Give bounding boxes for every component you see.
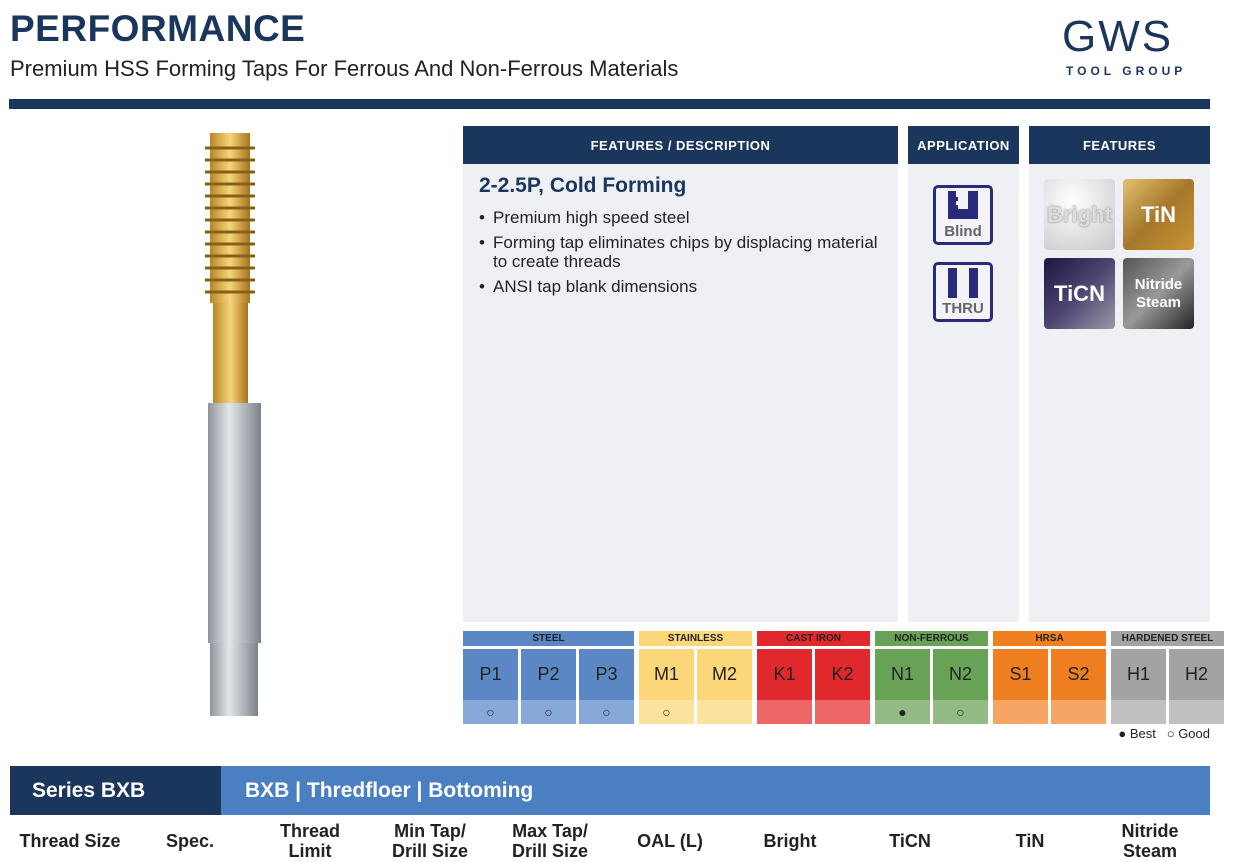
blind-label: Blind (944, 223, 982, 240)
description-bullets: Premium high speed steel Forming tap eli… (479, 208, 879, 302)
material-rating-none (1051, 700, 1106, 724)
material-code: H2 (1169, 649, 1224, 700)
column-header: TiCN (889, 831, 931, 851)
page-title: PERFORMANCE (10, 8, 306, 49)
thru-label: THRU (942, 300, 984, 317)
column-header: Bright (763, 831, 817, 851)
bullet-item: Premium high speed steel (479, 208, 879, 227)
material-rating-none (1169, 700, 1224, 724)
blind-hole-icon: Blind (933, 185, 993, 245)
material-rating-good: ○ (639, 700, 694, 724)
material-code: N2 (933, 649, 988, 700)
material-code: N1 (875, 649, 930, 700)
material-rating-good: ○ (463, 700, 518, 724)
legend-good: ○ Good (1166, 726, 1210, 741)
bullet-item: Forming tap eliminates chips by displaci… (479, 233, 879, 271)
column-header: OAL (L) (637, 831, 703, 851)
material-rating-good: ○ (933, 700, 988, 724)
series-label: Series BXB (10, 766, 221, 815)
column-header: Max Tap/ Drill Size (511, 821, 589, 861)
page-subtitle: Premium HSS Forming Taps For Ferrous And… (10, 56, 679, 81)
logo-subtext: TOOL GROUP (1066, 64, 1187, 78)
material-rating-none (1111, 700, 1166, 724)
thru-hole-icon: THRU (933, 262, 993, 322)
column-header: TiN (1015, 831, 1045, 851)
column-header: Thread Size (19, 831, 121, 851)
material-code: S1 (993, 649, 1048, 700)
legend-best: ● Best (1118, 726, 1156, 741)
material-code: K1 (757, 649, 812, 700)
material-group-header: HARDENED STEEL (1111, 631, 1224, 646)
description-header: FEATURES / DESCRIPTION (463, 126, 898, 164)
material-rating-best: ● (875, 700, 930, 724)
series-description: BXB | Thredfloer | Bottoming (221, 766, 1210, 815)
coating-tin: TiN (1123, 179, 1194, 250)
coating-ticn: TiCN (1044, 258, 1115, 329)
material-code: P3 (579, 649, 634, 700)
gws-logo: GWS TOOL GROUP (1060, 12, 1210, 82)
material-code: K2 (815, 649, 870, 700)
column-header: Thread Limit (279, 821, 340, 861)
material-rating-none (697, 700, 752, 724)
material-rating-good: ○ (579, 700, 634, 724)
description-title: 2-2.5P, Cold Forming (479, 174, 687, 197)
application-header: APPLICATION (908, 126, 1019, 164)
header-divider (9, 99, 1210, 109)
material-group-header: STAINLESS (639, 631, 752, 646)
material-code: H1 (1111, 649, 1166, 700)
forming-tap-image (205, 133, 261, 716)
column-header: Nitride Steam (1121, 821, 1179, 861)
material-rating-none (815, 700, 870, 724)
column-header: Spec. (165, 831, 215, 851)
coating-nitride-steam: Nitride Steam (1123, 258, 1194, 329)
material-code: S2 (1051, 649, 1106, 700)
material-group-header: STEEL (463, 631, 634, 646)
logo-text: GWS (1062, 12, 1174, 61)
bullet-item: ANSI tap blank dimensions (479, 277, 879, 296)
rating-legend: ● Best ○ Good (1118, 726, 1210, 741)
coating-bright: Bright (1044, 179, 1115, 250)
column-header: Min Tap/ Drill Size (391, 821, 469, 861)
material-rating-good: ○ (521, 700, 576, 724)
material-code: M2 (697, 649, 752, 700)
material-group-header: NON-FERROUS (875, 631, 988, 646)
material-code: M1 (639, 649, 694, 700)
material-group-header: CAST IRON (757, 631, 870, 646)
material-code: P1 (463, 649, 518, 700)
material-rating-none (757, 700, 812, 724)
material-code: P2 (521, 649, 576, 700)
material-group-header: HRSA (993, 631, 1106, 646)
features-header: FEATURES (1029, 126, 1210, 164)
material-rating-none (993, 700, 1048, 724)
